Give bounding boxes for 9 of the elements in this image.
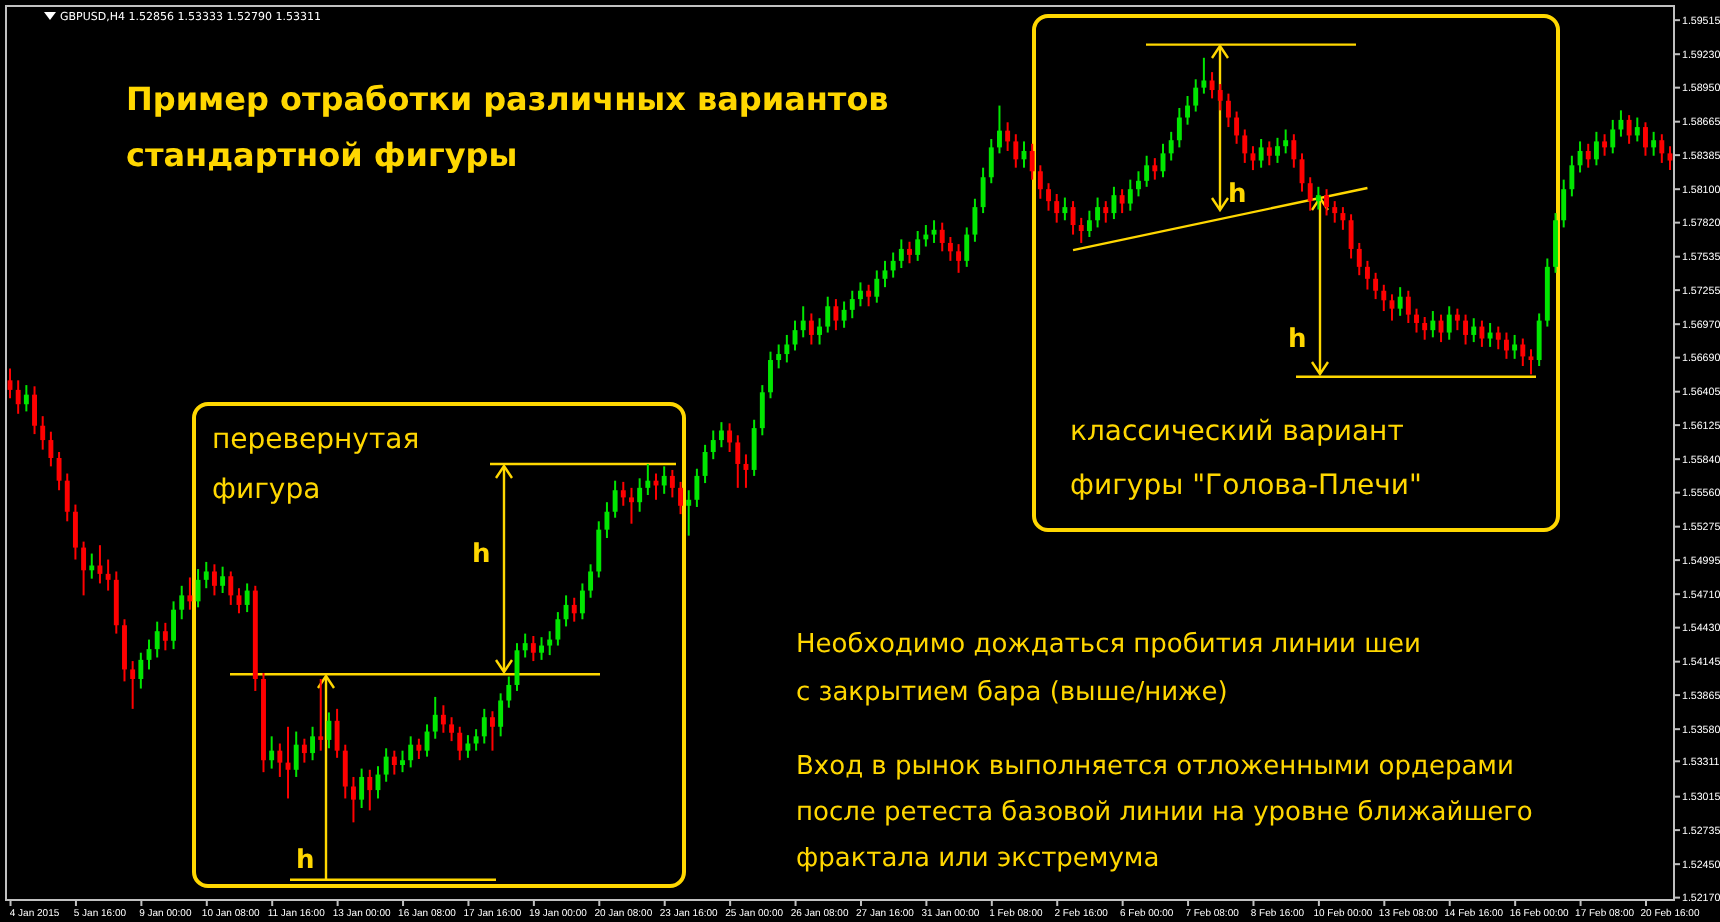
- annotation: перевернутая фигура: [212, 424, 420, 506]
- annotation: h: [296, 845, 315, 876]
- annotation: Вход в рынок выполняется отложенными ордерами после ретеста базовой линии на уровне ближайшего фрактала или экстремума: [796, 752, 1533, 874]
- text: Пример отработки различных вариантов стандартной фигуры: [126, 80, 889, 174]
- annotation: h: [1288, 324, 1307, 355]
- annotation: h: [1228, 180, 1247, 211]
- annotation: Необходимо дождаться пробития линии шеи с закрытием бара (выше/ниже): [796, 630, 1421, 708]
- annotation: классический вариант фигуры "Голова-Плечи": [1070, 416, 1422, 502]
- annotation: h: [472, 540, 491, 570]
